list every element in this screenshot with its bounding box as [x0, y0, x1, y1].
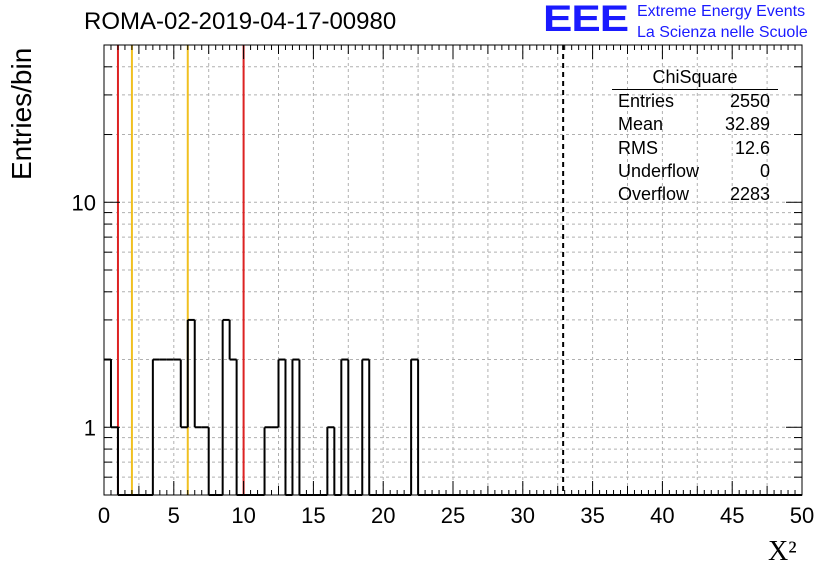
x-axis-label: X² [768, 536, 797, 567]
y-axis-label: Entries/bin [6, 47, 37, 180]
x-tick-label: 20 [371, 503, 395, 528]
stats-label: Mean [618, 114, 664, 135]
x-tick-label: 50 [790, 503, 814, 528]
chart-title: ROMA-02-2019-04-17-00980 [84, 8, 397, 35]
x-tick-label: 25 [441, 503, 465, 528]
stats-row-overflow: Overflow 2283 [612, 183, 778, 206]
stats-label: RMS [618, 137, 658, 158]
x-tick-label: 10 [231, 503, 255, 528]
stats-row-underflow: Underflow 0 [612, 160, 778, 183]
x-tick-label: 35 [580, 503, 604, 528]
logo-caption-1: Extreme Energy Events [637, 3, 806, 20]
x-tick-label: 5 [168, 503, 180, 528]
x-tick-label: 40 [650, 503, 674, 528]
stats-value: 12.6 [734, 137, 770, 158]
logo-caption-2: La Scienza nelle Scuole [637, 24, 808, 41]
stats-value: 2283 [729, 184, 770, 205]
stats-label: Entries [618, 91, 675, 111]
x-tick-label: 0 [98, 503, 110, 528]
y-tick-label: 1 [84, 415, 96, 440]
y-tick-label: 10 [72, 190, 96, 215]
stats-value: 2550 [729, 91, 770, 111]
eee-logo: EEE [543, 0, 629, 40]
stats-value: 32.89 [724, 114, 770, 135]
stats-label: Underflow [618, 160, 700, 181]
x-tick-label: 30 [511, 503, 535, 528]
stats-label: Overflow [618, 184, 690, 205]
stats-box: ChiSquare Entries 2550 Mean 32.89 RMS 12… [612, 66, 778, 206]
stats-title: ChiSquare [612, 66, 778, 90]
stats-row-mean: Mean 32.89 [612, 113, 778, 136]
stats-row-rms: RMS 12.6 [612, 137, 778, 160]
stats-value: 0 [759, 160, 770, 181]
stats-row-entries: Entries 2550 [612, 90, 778, 113]
x-tick-label: 15 [301, 503, 325, 528]
x-tick-label: 45 [720, 503, 744, 528]
